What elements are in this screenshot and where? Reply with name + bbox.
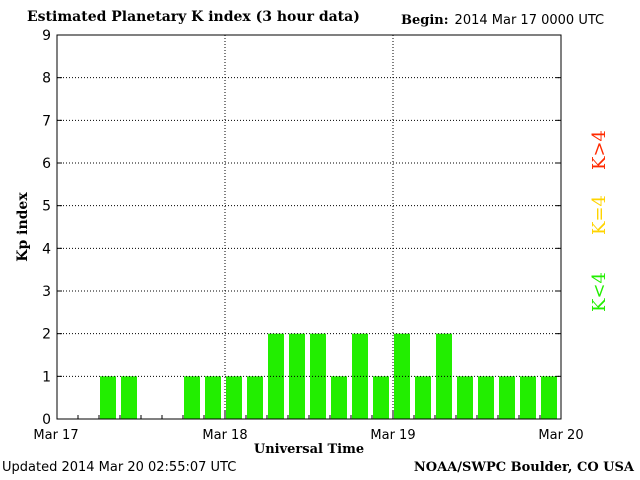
- kp-bar: [478, 376, 494, 419]
- kp-bar: [247, 376, 263, 419]
- y-tick-label: 6: [42, 156, 51, 172]
- begin-value: 2014 Mar 17 0000 UTC: [454, 13, 605, 28]
- kp-bar: [121, 376, 137, 419]
- y-tick-label: 9: [42, 28, 51, 44]
- y-tick-label: 1: [42, 369, 51, 385]
- kp-bar: [184, 376, 200, 419]
- kp-bar: [373, 376, 389, 419]
- kp-bar: [541, 376, 557, 419]
- y-tick-label: 0: [42, 412, 51, 428]
- chart-title: Estimated Planetary K index (3 hour data…: [27, 9, 360, 25]
- legend-k-less-4: K<4: [589, 272, 610, 312]
- begin-info: Begin: 2014 Mar 17 0000 UTC: [401, 13, 604, 28]
- y-tick-label: 5: [42, 199, 51, 215]
- legend-k-equal-4: K=4: [589, 195, 610, 235]
- kp-bar: [205, 376, 221, 419]
- y-tick-label: 2: [42, 327, 51, 343]
- x-tick-label: Mar 18: [202, 428, 247, 443]
- updated-timestamp: Updated 2014 Mar 20 02:55:07 UTC: [2, 460, 237, 475]
- y-tick-label: 3: [42, 284, 51, 300]
- y-tick-label: 7: [42, 113, 51, 129]
- y-tick-label: 4: [42, 241, 51, 257]
- x-tick-label: Mar 17: [33, 428, 78, 443]
- legend-k-greater-4: K>4: [589, 130, 610, 170]
- x-tick-label: Mar 19: [370, 428, 415, 443]
- source-credit: NOAA/SWPC Boulder, CO USA: [413, 460, 634, 475]
- kp-bar: [499, 376, 515, 419]
- kp-bar: [226, 376, 242, 419]
- begin-label: Begin:: [401, 13, 449, 28]
- plot-frame: [56, 34, 562, 420]
- y-tick-label: 8: [42, 71, 51, 87]
- kp-bar: [100, 376, 116, 419]
- y-axis-label: Kp index: [15, 192, 31, 262]
- kp-bar: [520, 376, 536, 419]
- x-axis-label: Universal Time: [254, 442, 364, 457]
- kp-bar: [415, 376, 431, 419]
- kp-bar: [331, 376, 347, 419]
- kp-bar: [457, 376, 473, 419]
- x-tick-label: Mar 20: [538, 428, 583, 443]
